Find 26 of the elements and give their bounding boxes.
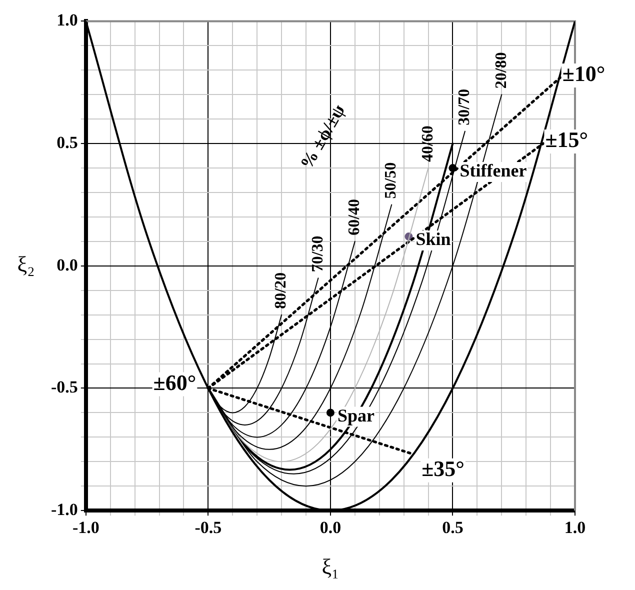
annotation: ±15° [545,127,588,152]
text: 30/70 [456,88,474,126]
text: 20/80 [492,52,510,89]
series-label: Spar [337,405,374,426]
x-tick-label: -0.5 [194,518,222,538]
y-tick-label: 0.0 [56,255,78,274]
x-tick-label: 0.5 [442,518,464,538]
series-label: Stiffener [460,160,527,181]
y-tick-label: -1.0 [50,500,78,519]
x-tick-label: 1.0 [564,518,586,538]
annotation: ±10° [562,61,606,86]
text: 40/60 [419,126,436,162]
y-tick-label: -0.5 [50,378,78,397]
annotation: ±60° [153,370,196,395]
text: 70/30 [309,236,326,272]
y-axis-title: ξ₂ [17,252,35,277]
annotation: ±35° [422,456,464,482]
x-tick-label: 0.0 [320,518,342,538]
x-tick-label: -1.0 [72,518,100,538]
y-tick-label: 0.5 [56,132,78,152]
y-tick-label: 1.0 [56,10,78,30]
series-label: Skin [416,229,451,250]
text: 60/40 [346,198,364,236]
x-axis-title: ξ₁ [322,554,340,579]
text: 50/50 [382,162,400,199]
text: 80/20 [272,272,290,309]
